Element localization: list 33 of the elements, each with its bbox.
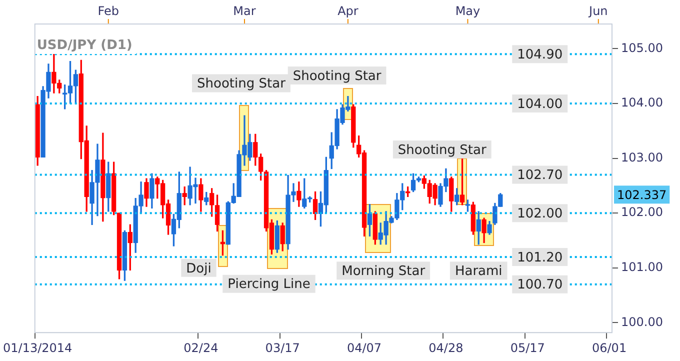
annotation: Shooting Star [197,76,286,92]
ref-line-label: 104.00 [517,96,563,112]
x-tick-label: 02/24 [184,340,218,355]
y-tick-label: 101.00 [621,260,664,274]
y-tick-label: 105.00 [621,40,664,55]
x-tick-label: 04/28 [428,340,464,355]
text: Jun [588,4,608,18]
x-tick-label: 01/13/2014 [3,340,72,355]
x-tick-label: 06/01 [592,340,627,355]
y-tick-label: 104.00 [621,96,664,110]
ref-line-label: 100.70 [517,278,563,293]
annotation: Morning Star [342,264,426,280]
text: 102.337 [617,188,667,202]
x-tick-label: 03/17 [265,340,300,355]
annotation: Piercing Line [228,277,310,292]
x-tick-label: 04/07 [346,340,382,355]
text: Apr [338,4,358,18]
x-tick-label: 05/17 [510,340,545,355]
y-tick-label: 102.00 [621,205,664,220]
annotation: Shooting Star [398,142,487,158]
annotation: Shooting Star [292,68,382,84]
text: Feb [98,4,119,18]
text: Mar [233,4,256,18]
ref-line-label: 102.70 [517,168,563,184]
text: May [455,4,480,18]
ref-line-label: 101.20 [517,250,563,266]
text: USD/JPY (D1) [36,38,132,53]
y-tick-label: 100.00 [621,314,664,329]
ref-line-label: 102.00 [517,206,563,222]
ref-line-label: 104.90 [517,48,563,63]
annotation: Harami [454,264,502,280]
annotation: Doji [186,261,212,276]
y-tick-label: 103.00 [621,150,664,164]
